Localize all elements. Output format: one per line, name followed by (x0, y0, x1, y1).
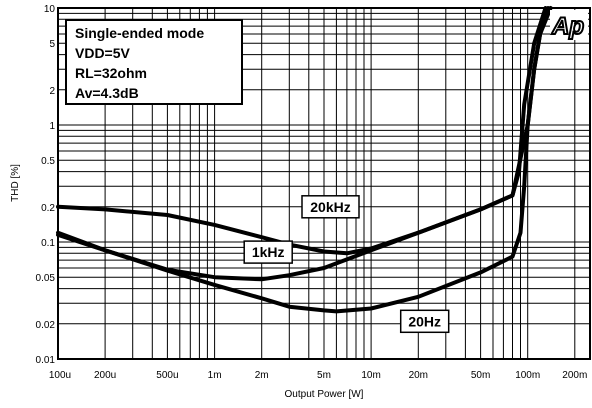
y-axis-title: THD [%] (10, 164, 21, 202)
info-line-av: Av=4.3dB (75, 85, 139, 101)
series-labels-layer: 20kHz 1kHz 20Hz (243, 195, 450, 334)
x-tick-label: 1m (208, 370, 222, 381)
series-label-text: 20Hz (408, 313, 441, 329)
x-tick-label: 200m (562, 370, 587, 381)
info-box-frame (65, 19, 243, 105)
y-tick-label: 5 (49, 39, 55, 50)
series-label-box (301, 195, 360, 219)
y-tick-label: 0.5 (41, 156, 55, 167)
y-tick-label: 0.05 (36, 273, 56, 284)
info-line-rl: RL=32ohm (75, 65, 147, 81)
series-label-box (399, 309, 450, 334)
y-tick-label: 0.01 (36, 355, 56, 366)
series-layer (56, 6, 553, 314)
x-tick-label: 100m (515, 370, 540, 381)
y-tick-label: 0.2 (41, 203, 55, 214)
x-tick-label: 500u (156, 370, 178, 381)
y-tick-label: 1 (49, 121, 55, 132)
tick-labels-layer: 100u 200u 500u 1m 2m 5m 10m 20m 50m 100m 200m 0.01 0… (36, 4, 588, 381)
info-line-vdd: VDD=5V (75, 45, 131, 61)
plot-frame (57, 7, 591, 360)
x-tick-label: 100u (49, 370, 71, 381)
series-label-20khz: 20kHz (301, 195, 360, 219)
series-label-1khz: 1kHz (243, 240, 293, 264)
y-tick-label: 10 (44, 4, 56, 15)
ap-logo-background (550, 10, 588, 40)
y-tick-label: 2 (49, 86, 55, 97)
y-tick-label: 0.02 (36, 320, 56, 331)
series-label-text: 1kHz (252, 244, 285, 260)
x-tick-label: 20m (409, 370, 428, 381)
x-tick-label: 50m (471, 370, 490, 381)
x-tick-label: 5m (317, 370, 331, 381)
x-axis-title: Output Power [W] (285, 389, 364, 400)
ap-logo: Ap (550, 10, 588, 41)
y-tick-label: 0.1 (41, 238, 55, 249)
series-line-20hz (56, 6, 553, 314)
info-line-mode: Single-ended mode (75, 25, 204, 41)
series-label-text: 20kHz (310, 199, 350, 215)
series-line-20khz (56, 6, 548, 256)
x-tick-label: 2m (255, 370, 269, 381)
series-label-20hz: 20Hz (399, 309, 450, 334)
series-label-box (243, 240, 293, 264)
info-box: Single-ended mode VDD=5V RL=32ohm Av=4.3… (65, 19, 243, 105)
x-tick-label: 10m (361, 370, 380, 381)
x-tick-label: 200u (94, 370, 116, 381)
ap-logo-text: Ap (551, 13, 584, 40)
